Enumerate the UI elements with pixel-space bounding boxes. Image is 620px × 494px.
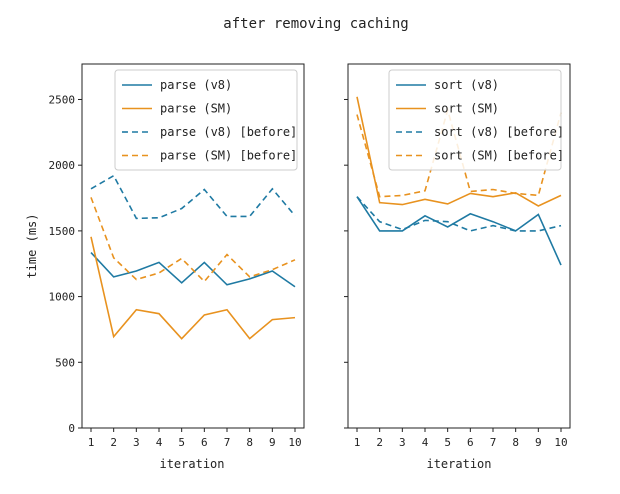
y-tick-label: 500 [55, 356, 75, 369]
y-tick-label: 2000 [49, 159, 76, 172]
x-tick-label: 6 [201, 436, 208, 449]
x-tick-label: 1 [354, 436, 361, 449]
legend-label: sort (v8) [before] [434, 125, 564, 139]
x-tick-label: 1 [88, 436, 95, 449]
x-tick-label: 9 [535, 436, 542, 449]
x-axis-label-right: iteration [426, 457, 491, 471]
x-tick-label: 2 [376, 436, 383, 449]
series-line [356, 196, 562, 266]
legend-label: sort (SM) [434, 102, 499, 116]
x-tick-label: 5 [444, 436, 451, 449]
legend-label: parse (SM) [160, 102, 232, 116]
x-tick-label: 8 [512, 436, 519, 449]
x-tick-label: 4 [422, 436, 429, 449]
legend-box [114, 69, 298, 171]
series-line [90, 174, 296, 220]
x-tick-label: 7 [490, 436, 497, 449]
legend: sort (v8) sort (SM) sort (v8) [before] sort… [388, 69, 564, 171]
x-tick-label: 8 [246, 436, 253, 449]
y-tick-label: 1000 [49, 291, 76, 304]
axes-frame [81, 63, 305, 429]
axes-frame [347, 63, 571, 429]
x-axis-label-left: iteration [159, 457, 224, 471]
x-tick-label: 10 [288, 436, 301, 449]
legend-label: sort (v8) [434, 78, 499, 92]
legend-label: parse (v8) [before] [160, 125, 297, 139]
legend-label: parse (SM) [before] [160, 149, 297, 163]
x-tick-label: 5 [178, 436, 185, 449]
x-tick-label: 7 [224, 436, 231, 449]
y-tick-label: 2500 [49, 93, 76, 106]
series-line [356, 96, 562, 207]
figure-title: after removing caching [223, 16, 408, 32]
x-tick-label: 10 [554, 436, 567, 449]
x-tick-label: 9 [269, 436, 276, 449]
panel-2: 1 2 3 4 5 6 7 8 9 10 sort (v8) sort (SM) sort (v8) [… [344, 63, 571, 449]
x-tick-label: 2 [110, 436, 117, 449]
series-line [90, 252, 296, 288]
y-tick-label: 0 [68, 422, 75, 435]
legend-label: sort (SM) [before] [434, 149, 564, 163]
x-tick-label: 4 [156, 436, 163, 449]
y-axis-label: time (ms) [25, 213, 39, 278]
x-tick-label: 6 [467, 436, 474, 449]
series-line [90, 197, 296, 283]
legend: parse (v8) parse (SM) parse (v8) [before] p… [114, 69, 298, 171]
legend-label: parse (v8) [160, 78, 232, 92]
x-tick-label: 3 [133, 436, 140, 449]
series-line [90, 236, 296, 340]
legend-box [388, 69, 562, 171]
panel-1: 1 2 3 4 5 6 7 8 9 10 0 500 1000 1500 2000 2500 parse (v8… [49, 63, 305, 449]
series-line [356, 196, 562, 232]
x-tick-label: 3 [399, 436, 406, 449]
y-tick-label: 1500 [49, 225, 76, 238]
